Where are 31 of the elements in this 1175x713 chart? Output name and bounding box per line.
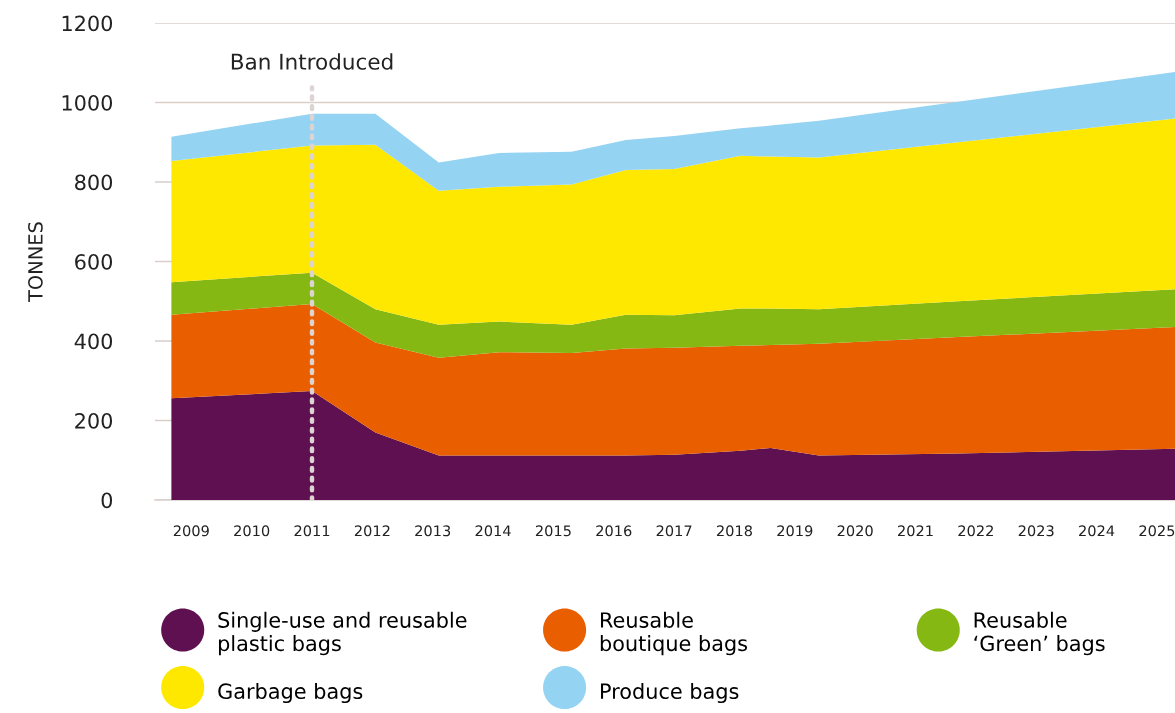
y-axis-title: TONNES bbox=[28, 222, 43, 303]
x-tick-label: 2023 bbox=[1018, 525, 1054, 537]
legend-label: Produce bags bbox=[601, 682, 739, 704]
legend-label: Garbage bags bbox=[218, 682, 363, 704]
y-tick-label: 0 bbox=[101, 492, 113, 509]
x-tick-label: 2017 bbox=[656, 525, 692, 537]
legend-label: Single-use and reusable plastic bags bbox=[218, 611, 467, 656]
x-tick-label: 2019 bbox=[777, 525, 813, 537]
x-tick-label: 2022 bbox=[958, 525, 993, 537]
y-tick-label: 200 bbox=[75, 412, 113, 429]
x-tick-label: 2012 bbox=[354, 525, 390, 537]
y-tick-label: 800 bbox=[75, 174, 113, 191]
x-tick-label: 2014 bbox=[475, 525, 511, 537]
x-tick-label: 2010 bbox=[234, 525, 270, 537]
x-tick-label: 2020 bbox=[837, 525, 873, 537]
legend-label: Reusable ‘Green’ bags bbox=[974, 611, 1105, 656]
x-tick-label: 2015 bbox=[535, 525, 571, 537]
y-tick-label: 600 bbox=[75, 253, 113, 270]
x-tick-label: 2024 bbox=[1079, 525, 1115, 537]
x-tick-label: 2009 bbox=[173, 525, 209, 537]
y-tick-label: 1000 bbox=[62, 94, 113, 111]
x-tick-label: 2018 bbox=[716, 525, 753, 537]
x-tick-label: 2013 bbox=[415, 525, 451, 537]
x-tick-label: 2025 bbox=[1139, 525, 1175, 537]
y-tick-label: 1200 bbox=[62, 15, 113, 32]
x-tick-label: 2016 bbox=[596, 525, 632, 537]
y-tick-label: 400 bbox=[74, 333, 113, 350]
legend-label: Reusable boutique bags bbox=[600, 611, 748, 656]
x-tick-label: 2021 bbox=[898, 525, 933, 537]
x-tick-label: 2011 bbox=[294, 525, 330, 537]
ref-line-label: Ban Introduced bbox=[231, 53, 393, 70]
